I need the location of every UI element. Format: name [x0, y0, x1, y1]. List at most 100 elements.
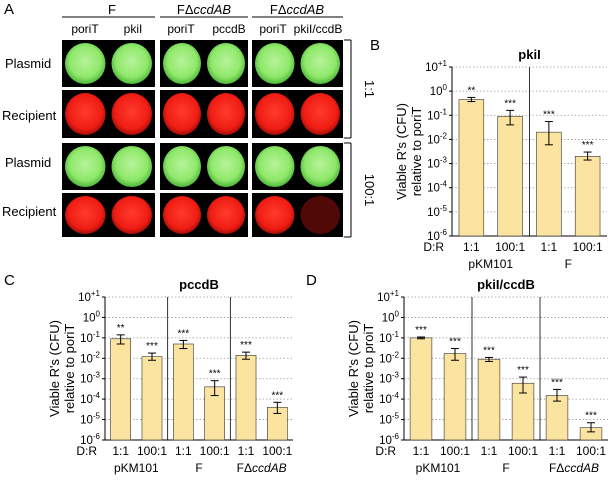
bar — [110, 338, 131, 441]
y-tick-label: 10-4 — [427, 180, 447, 195]
panel-b-letter: B — [370, 37, 380, 54]
y-tick-label: 10-5 — [80, 412, 100, 427]
bar — [458, 99, 485, 237]
bar — [443, 353, 467, 441]
significance-label: *** — [483, 345, 495, 356]
x-tick-label: 100:1 — [440, 444, 470, 458]
plasmid-colony-spot — [65, 146, 106, 187]
group-label: F — [502, 461, 509, 475]
pkii-bar-chart: 10+1 100 10-1 10-2 10-3 10-4 10-5 10-6 pkiI Viabl… — [394, 47, 607, 271]
column-header: poriT — [71, 22, 99, 36]
x-tick-label: 1:1 — [413, 444, 430, 458]
significance-label: ** — [117, 323, 125, 334]
plasmid-colony-spot — [255, 43, 295, 84]
x-tick-label: 1:1 — [541, 240, 558, 254]
y-tick-label: 10-2 — [80, 350, 100, 365]
y-tick-label: 10-1 — [427, 107, 447, 122]
column-header: poriT — [259, 22, 287, 36]
y-axis-label: Viable R's (CFU)relative to proiT — [346, 320, 376, 417]
y-tick-label: 10-2 — [427, 131, 447, 146]
significance-label: *** — [209, 369, 221, 380]
recipient-colony-spot — [111, 93, 152, 135]
row-label: Recipient — [2, 204, 57, 219]
recipient-colony-spot — [255, 93, 295, 135]
column-header: poriT — [167, 22, 195, 36]
chart-title: pkiI — [518, 47, 540, 62]
significance-label: *** — [582, 140, 594, 151]
plate-image-grid — [62, 40, 343, 237]
row-label: Recipient — [2, 108, 57, 123]
plasmid-colony-spot — [300, 43, 340, 84]
bar — [477, 358, 501, 441]
y-tick-label: 10-6 — [379, 432, 399, 447]
x-tick-label: 100:1 — [495, 240, 525, 254]
y-tick-label: 10-5 — [427, 204, 447, 219]
y-tick-label: 10-3 — [427, 156, 447, 171]
group-label: F — [195, 461, 202, 475]
column-header: pkiI — [124, 22, 143, 36]
significance-label: *** — [240, 340, 252, 351]
y-tick-label: 10+1 — [377, 289, 399, 304]
significance-label: *** — [551, 377, 563, 388]
significance-label: *** — [146, 341, 158, 352]
plasmid-colony-spot — [163, 146, 201, 187]
significance-label: *** — [271, 390, 283, 401]
plasmid-colony-spot — [207, 43, 245, 84]
x-tick-label: 1:1 — [549, 444, 566, 458]
x-tick-label: 100:1 — [508, 444, 538, 458]
plasmid-colony-spot — [163, 43, 201, 84]
y-tick-label: 10-4 — [379, 391, 399, 406]
plasmid-colony-spot — [300, 146, 340, 187]
recipient-colony-spot — [163, 93, 201, 135]
x-tick-label: 100:1 — [137, 444, 167, 458]
significance-label: *** — [177, 328, 189, 339]
significance-label: *** — [415, 325, 427, 336]
bar — [235, 355, 257, 441]
y-tick-label: 10-5 — [379, 412, 399, 427]
recipient-colony-spot — [65, 196, 106, 234]
group-label: F — [565, 257, 572, 271]
plasmid-colony-spot — [65, 43, 106, 84]
y-tick-label: 10-6 — [80, 432, 100, 447]
group-label: pKM101 — [114, 461, 159, 475]
bar — [497, 116, 523, 237]
bar — [141, 356, 163, 441]
dr-label: D:R — [423, 240, 444, 254]
x-tick-label: 100:1 — [262, 444, 292, 458]
recipient-colony-spot — [255, 196, 295, 234]
y-tick-label: 10+1 — [425, 59, 447, 74]
group-label: FΔccdAB — [237, 461, 287, 475]
bar — [173, 343, 194, 441]
y-tick-label: 10-1 — [80, 330, 100, 345]
pkii-ccdb-bar-chart: 10+1 100 10-1 10-2 10-3 10-4 10-5 10-6 pkiI/ccdB… — [346, 277, 608, 475]
y-tick-label: 100 — [83, 309, 101, 324]
panel-d-letter: D — [306, 272, 317, 289]
group-header-f: F — [108, 2, 116, 17]
x-tick-label: 100:1 — [200, 444, 230, 458]
y-tick-label: 10-1 — [379, 330, 399, 345]
bar — [545, 395, 569, 441]
chart-title: pkiI/ccdB — [477, 277, 535, 292]
plasmid-colony-spot — [111, 43, 152, 84]
bar — [536, 131, 562, 237]
x-tick-label: 100:1 — [576, 444, 606, 458]
significance-label: *** — [504, 98, 516, 109]
significance-label: *** — [449, 337, 461, 348]
plasmid-colony-spot — [111, 146, 152, 187]
recipient-colony-spot — [207, 93, 245, 135]
recipient-colony-spot — [207, 196, 245, 234]
dr-label: D:R — [76, 444, 97, 458]
panel-a-letter: A — [4, 1, 14, 18]
group-label: pKM101 — [416, 461, 461, 475]
y-tick-label: 10+1 — [78, 289, 100, 304]
row-label: Plasmid — [5, 155, 51, 170]
group-header-fdccdab-2: FΔccdAB — [270, 2, 325, 17]
chart-title: pccdB — [179, 277, 219, 292]
y-axis-label: Viable R's (CFU)relative to poriT — [47, 320, 77, 417]
y-tick-label: 100 — [382, 309, 400, 324]
significance-label: *** — [517, 365, 529, 376]
plasmid-colony-spot — [207, 146, 245, 187]
group-label: pKM101 — [468, 257, 513, 271]
y-axis-label: Viable R's (CFU)relative to poriT — [394, 103, 424, 200]
recipient-colony-spot — [65, 93, 106, 135]
